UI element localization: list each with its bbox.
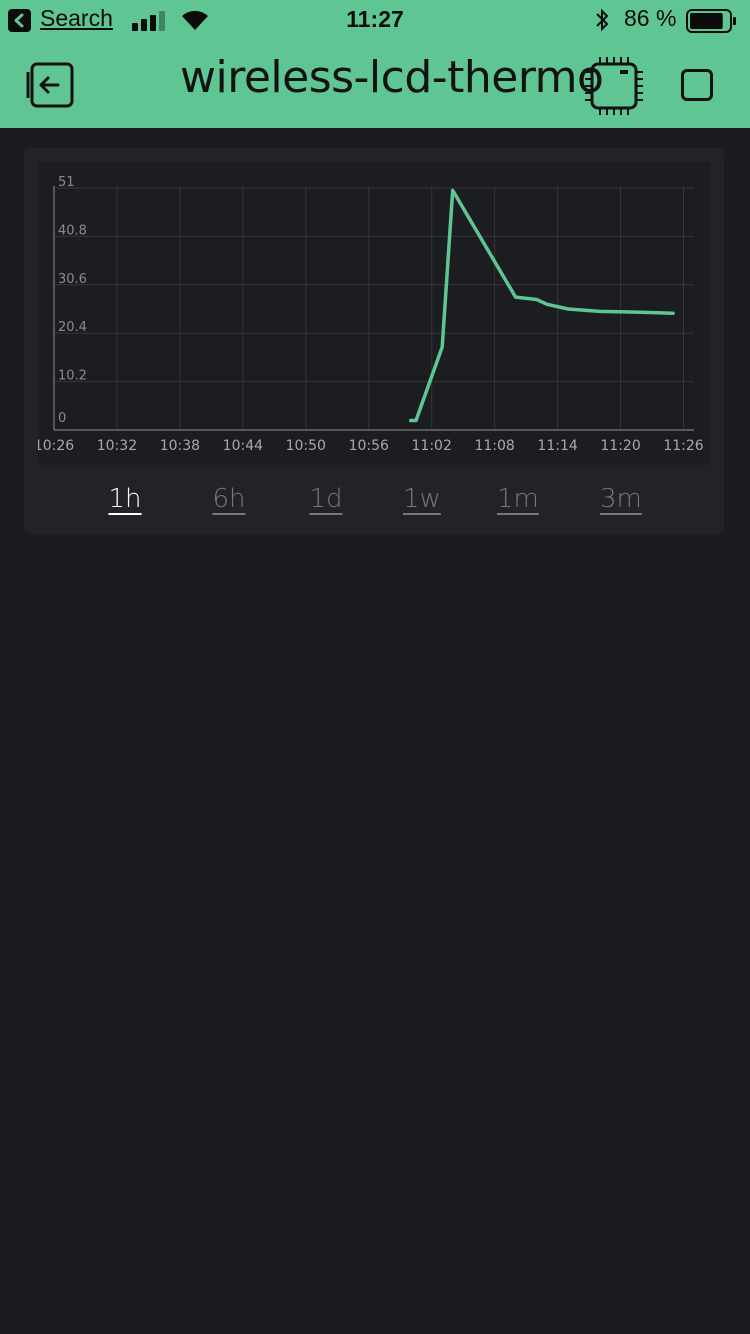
y-tick-label: 30.6	[58, 272, 87, 287]
battery-icon	[686, 9, 736, 33]
chart-area: 51 40.8 30.6 20.4 10.2 0 10:26 10:32 10:38 10:44 1…	[38, 162, 710, 465]
y-tick-label: 0	[58, 411, 66, 426]
series-line	[408, 188, 675, 423]
exit-icon[interactable]	[26, 62, 76, 108]
app-header: wireless-lcd-thermo	[0, 40, 750, 128]
x-tick-label: 10:26	[38, 438, 74, 454]
wifi-icon	[182, 10, 208, 30]
back-to-search-link[interactable]: Search	[40, 5, 113, 31]
x-tick-label: 11:14	[537, 438, 577, 454]
x-tick-label: 10:56	[349, 438, 389, 454]
x-tick-label: 11:26	[663, 438, 703, 454]
period-tab-1d[interactable]: 1d	[309, 484, 343, 514]
x-tick-label: 10:44	[223, 438, 263, 454]
y-tick-label: 10.2	[58, 369, 87, 384]
period-tab-1w[interactable]: 1w	[403, 484, 441, 514]
x-tick-label: 10:50	[286, 438, 326, 454]
y-tick-label: 51	[58, 175, 75, 190]
superchart-widget: 51 40.8 30.6 20.4 10.2 0 10:26 10:32 10:38 10:44 1…	[24, 148, 724, 534]
bluetooth-icon	[596, 8, 609, 32]
x-tick-label: 10:38	[160, 438, 200, 454]
cellular-signal-icon	[132, 11, 165, 31]
x-tick-label: 11:02	[412, 438, 452, 454]
line-chart: 51 40.8 30.6 20.4 10.2 0 10:26 10:32 10:38 10:44 1…	[38, 175, 704, 454]
status-time: 11:27	[346, 6, 404, 32]
project-title: wireless-lcd-thermo	[180, 52, 604, 103]
status-bar: Search 11:27 86 %	[0, 0, 750, 40]
x-tick-label: 11:20	[600, 438, 640, 454]
period-tab-3m[interactable]: 3m	[600, 484, 642, 514]
period-tab-6h[interactable]: 6h	[212, 484, 246, 514]
back-arrow-icon[interactable]	[8, 9, 31, 32]
period-tab-1h[interactable]: 1h	[108, 484, 142, 514]
x-tick-label: 11:08	[474, 438, 514, 454]
battery-percent: 86 %	[624, 5, 677, 31]
period-tab-1m[interactable]: 1m	[497, 484, 539, 514]
period-tabs: 1h 6h 1d 1w 1m 3m	[24, 484, 724, 524]
stop-icon[interactable]	[681, 69, 713, 101]
x-tick-label: 10:32	[97, 438, 137, 454]
chip-icon[interactable]	[584, 56, 644, 116]
y-tick-label: 40.8	[58, 223, 87, 238]
y-tick-label: 20.4	[58, 320, 87, 335]
